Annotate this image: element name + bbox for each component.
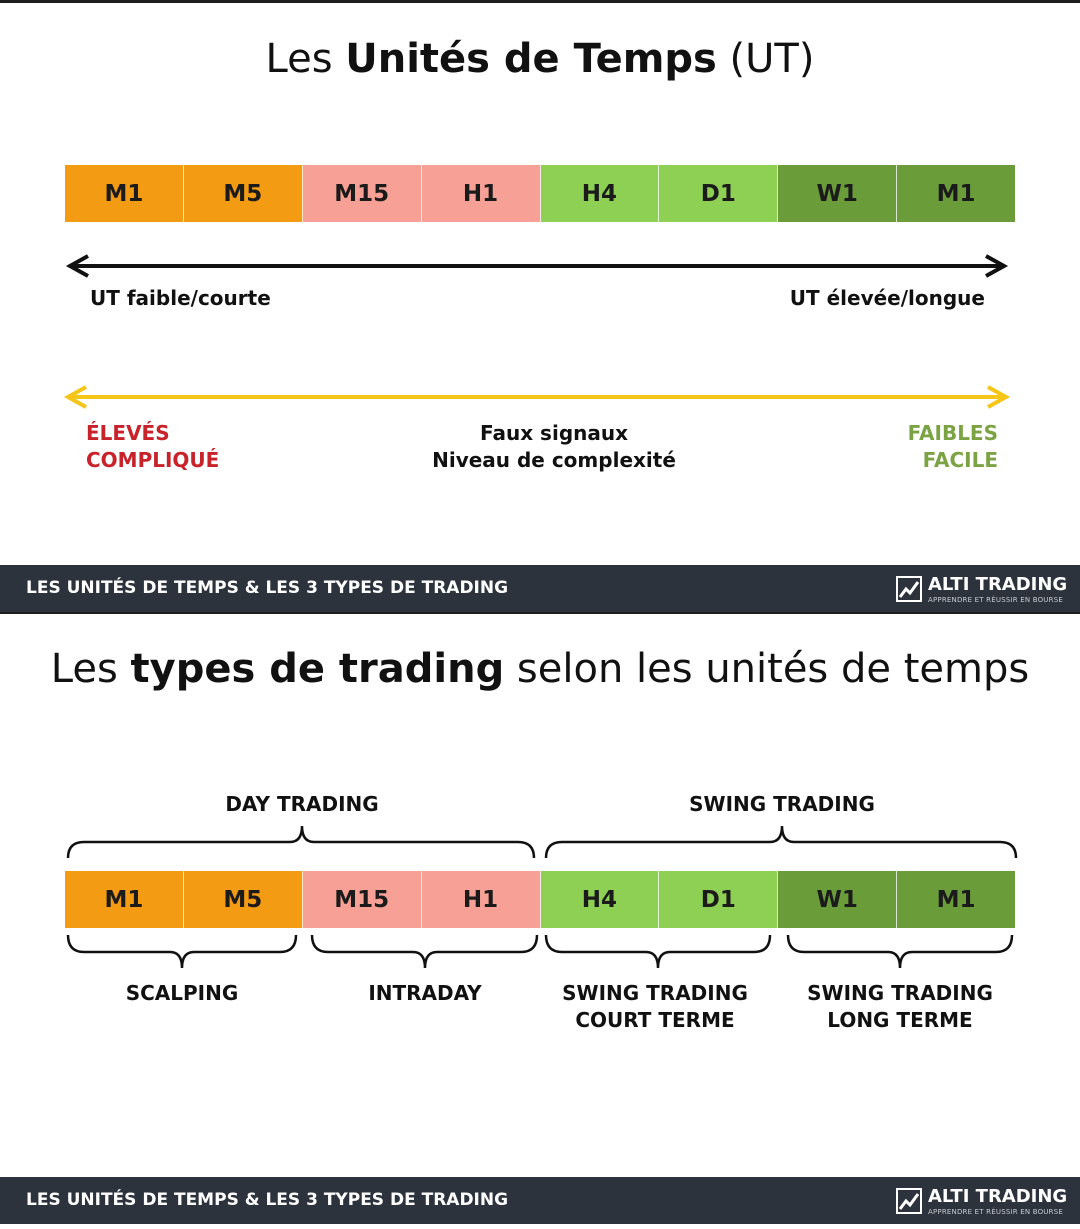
timeframe-cell-m1: M1 — [65, 165, 184, 222]
brace-swing-court — [544, 934, 772, 969]
chart-logo-icon — [896, 576, 922, 602]
intraday-line1: INTRADAY — [368, 981, 482, 1005]
complexity-center-label: Faux signaux Niveau de complexité — [404, 420, 704, 474]
brace-day-trading — [66, 825, 536, 859]
swing-long-line2: LONG TERME — [827, 1008, 973, 1032]
footer-text: LES UNITÉS DE TEMPS & LES 3 TYPES DE TRA… — [26, 1190, 509, 1210]
group-label-day-trading: DAY TRADING — [225, 792, 379, 816]
brand-tagline: APPRENDRE ET RÉUSSIR EN BOURSE — [928, 1208, 1063, 1216]
timeframe-cell-m5: M5 — [183, 871, 303, 928]
center-line1: Faux signaux — [479, 421, 629, 445]
timeframe-cell-h4: H4 — [540, 871, 660, 928]
brand-name: ALTI TRADING — [928, 1186, 1068, 1207]
high-complexity-label: ÉLEVÉS COMPLIQUÉ — [86, 420, 219, 474]
footer-text: LES UNITÉS DE TEMPS & LES 3 TYPES DE TRA… — [26, 578, 509, 598]
footer-banner-2: LES UNITÉS DE TEMPS & LES 3 TYPES DE TRA… — [0, 1177, 1080, 1224]
timeframe-bar-bottom: M1 M5 M15 H1 H4 D1 W1 M1 — [65, 871, 1015, 928]
timeframe-arrow — [65, 254, 1009, 278]
timeframe-cell-m1: M1 — [65, 871, 184, 928]
style-label-swing-court: SWING TRADING COURT TERME — [535, 980, 775, 1034]
low-line1: FAIBLES — [907, 421, 998, 445]
timeframe-cell-mn1: M1 — [897, 165, 1015, 222]
style-label-intraday: INTRADAY — [325, 980, 525, 1007]
timeframe-cell-m15: M15 — [302, 871, 422, 928]
high-line2: COMPLIQUÉ — [86, 448, 220, 472]
alti-trading-logo: ALTI TRADING APPRENDRE ET RÉUSSIR EN BOU… — [896, 1186, 1072, 1217]
section-separator — [0, 612, 1080, 614]
low-line2: FACILE — [922, 448, 998, 472]
timeframe-cell-m5: M5 — [183, 165, 303, 222]
arrow-left-label: UT faible/courte — [90, 286, 271, 310]
center-line2: Niveau de complexité — [432, 448, 676, 472]
timeframe-cell-mn1: M1 — [897, 871, 1015, 928]
brand-tagline: APPRENDRE ET RÉUSSIR EN BOURSE — [928, 596, 1063, 604]
brace-intraday — [310, 934, 539, 969]
swing-court-line2: COURT TERME — [575, 1008, 735, 1032]
timeframe-cell-h4: H4 — [540, 165, 660, 222]
style-label-swing-long: SWING TRADING LONG TERME — [780, 980, 1020, 1034]
timeframe-bar-top: M1 M5 M15 H1 H4 D1 W1 M1 — [65, 165, 1015, 222]
section2-title: Les types de trading selon les unités de… — [50, 646, 1030, 692]
brace-swing-trading — [544, 825, 1018, 859]
top-border — [0, 0, 1080, 3]
section1-title: Les Unités de Temps (UT) — [265, 36, 815, 82]
timeframe-cell-d1: D1 — [659, 165, 779, 222]
low-complexity-label: FAIBLES FACILE — [908, 420, 998, 474]
brand-name: ALTI TRADING — [928, 574, 1068, 595]
timeframe-cell-h1: H1 — [421, 871, 541, 928]
high-line1: ÉLEVÉS — [86, 421, 170, 445]
timeframe-cell-d1: D1 — [659, 871, 779, 928]
scalping-line1: SCALPING — [125, 981, 239, 1005]
complexity-arrow — [63, 385, 1011, 409]
timeframe-cell-w1: W1 — [778, 165, 898, 222]
brace-scalping — [66, 934, 298, 969]
alti-trading-logo: ALTI TRADING APPRENDRE ET RÉUSSIR EN BOU… — [896, 574, 1072, 605]
style-label-scalping: SCALPING — [82, 980, 282, 1007]
timeframe-cell-m15: M15 — [302, 165, 422, 222]
chart-logo-icon — [896, 1188, 922, 1214]
arrow-right-label: UT élevée/longue — [789, 286, 985, 310]
brace-swing-long — [786, 934, 1014, 969]
group-label-swing-trading: SWING TRADING — [689, 792, 875, 816]
swing-long-line1: SWING TRADING — [807, 981, 993, 1005]
swing-court-line1: SWING TRADING — [562, 981, 748, 1005]
timeframe-cell-h1: H1 — [421, 165, 541, 222]
timeframe-cell-w1: W1 — [778, 871, 898, 928]
footer-banner-1: LES UNITÉS DE TEMPS & LES 3 TYPES DE TRA… — [0, 565, 1080, 612]
